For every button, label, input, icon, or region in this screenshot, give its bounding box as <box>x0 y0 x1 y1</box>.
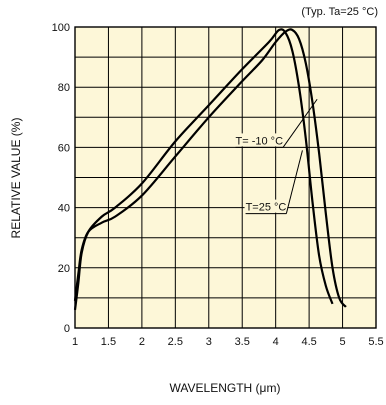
x-tick-label: 3.5 <box>235 336 250 348</box>
series-layer <box>73 28 347 311</box>
x-tick-label: 1 <box>72 336 78 348</box>
y-tick-label: 0 <box>64 323 70 335</box>
series-label: T=25 °C <box>246 202 287 214</box>
x-tick-label: 2.5 <box>168 336 183 348</box>
y-tick-label: 20 <box>58 263 70 275</box>
y-tick-label: 40 <box>58 203 70 215</box>
condition-note: (Typ. Ta=25 °C) <box>301 6 378 18</box>
annotation-layer: T= -10 °C T=25 °C <box>234 98 318 215</box>
x-tick-label: 1.5 <box>101 336 116 348</box>
x-tick-label: 5.5 <box>368 336 383 348</box>
series-label-background <box>244 199 288 213</box>
x-tick-label: 4.5 <box>301 336 316 348</box>
y-tick-label: 80 <box>58 82 70 94</box>
series-line <box>73 28 334 311</box>
x-tick-label: 3 <box>206 336 212 348</box>
y-tick-labels: 0 20 40 60 80 100 <box>52 22 70 335</box>
x-tick-label: 4 <box>273 336 279 348</box>
series-label: T= -10 °C <box>236 135 284 147</box>
x-axis-label: WAVELENGTH (μm) <box>170 381 281 395</box>
x-tick-labels: 1 1.5 2 2.5 3 3.5 4 4.5 5 5.5 <box>72 336 384 348</box>
x-tick-label: 2 <box>139 336 145 348</box>
plot-frame <box>74 26 377 329</box>
y-tick-label: 100 <box>52 22 70 34</box>
leader-line <box>282 98 318 148</box>
series-line <box>73 28 347 308</box>
x-tick-label: 5 <box>339 336 345 348</box>
leader-line <box>285 150 303 214</box>
y-axis-label: RELATIVE VALUE (%) <box>9 118 23 239</box>
grid <box>75 27 376 328</box>
y-tick-label: 60 <box>58 142 70 154</box>
series-label-background <box>234 133 285 147</box>
